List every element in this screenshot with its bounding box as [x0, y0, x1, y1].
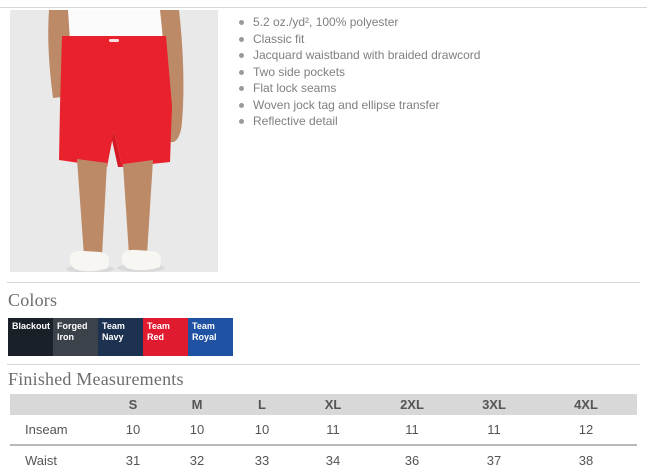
bullet-icon — [239, 20, 244, 25]
measurement-value: 11 — [326, 422, 340, 437]
measurement-value: 36 — [404, 453, 420, 468]
color-swatch-team-navy[interactable]: Team Navy — [98, 318, 143, 356]
bullet-icon — [239, 36, 244, 42]
measurements-body: Inseam 10 10 10 11 11 11 12 Waist 31 32 33 34 36 37 38 — [10, 415, 637, 475]
feature-text: Flat lock seams — [253, 81, 337, 95]
feature-item: 5.2 oz./yd², 100% polyester — [237, 14, 637, 31]
size-column-header — [10, 394, 101, 415]
bullet-icon — [239, 102, 244, 108]
feature-text: Jacquard waistband with braided drawcord — [253, 48, 481, 62]
color-swatch-team-royal[interactable]: Team Royal — [188, 318, 233, 356]
measurement-value: 11 — [405, 422, 419, 437]
measurement-value: 10 — [254, 422, 270, 437]
measurement-value: 12 — [578, 422, 594, 437]
shorts-shape — [59, 36, 172, 167]
measurements-heading: Finished Measurements — [8, 369, 184, 389]
bullet-icon — [239, 86, 244, 91]
measurement-value: 34 — [325, 453, 341, 468]
shorts-inseam-shade — [112, 131, 122, 167]
feature-item: Flat lock seams — [237, 80, 637, 97]
product-image — [10, 10, 218, 272]
size-column-header: XL — [295, 394, 371, 415]
size-column-header: 4XL — [535, 394, 637, 415]
color-swatch-team-red[interactable]: Team Red — [143, 318, 188, 356]
color-swatch-label: Blackout — [12, 321, 51, 331]
measurements-header-row: S M L XL 2XL 3XL 4XL — [10, 394, 637, 415]
bullet-icon — [239, 119, 244, 124]
measurement-value: 33 — [254, 453, 270, 468]
measurements-table: S M L XL 2XL 3XL 4XL Inseam 10 10 10 11 11 11 12 Waist… — [10, 394, 637, 475]
product-photo-shorts — [10, 10, 218, 272]
measurement-value: 38 — [578, 453, 594, 468]
left-shoe-shape — [69, 250, 110, 272]
size-column-header: S — [101, 394, 165, 415]
measurement-value: 11 — [487, 422, 501, 437]
bullet-icon — [239, 53, 244, 58]
feature-text: 5.2 oz./yd², 100% polyester — [253, 15, 399, 29]
color-swatch-forged-iron[interactable]: Forged Iron — [53, 318, 98, 356]
color-swatch-label: Forged Iron — [57, 321, 88, 343]
color-swatch-label: Team Royal — [192, 321, 217, 343]
color-swatch-list: Blackout Forged Iron Team Navy Team Red Team… — [8, 318, 233, 356]
color-swatch-blackout[interactable]: Blackout — [8, 318, 53, 356]
feature-item: Two side pockets — [237, 64, 637, 81]
feature-text: Reflective detail — [253, 114, 338, 128]
feature-item: Reflective detail — [237, 113, 637, 130]
colors-divider — [7, 282, 640, 283]
measurements-divider — [7, 364, 640, 365]
left-leg-shape — [77, 159, 107, 256]
feature-item: Jacquard waistband with braided drawcord — [237, 47, 637, 64]
color-swatch-label: Team Red — [147, 321, 170, 343]
measurement-value: 31 — [125, 453, 141, 468]
right-shoe-shape — [121, 249, 162, 271]
measurement-row-waist: Waist 31 32 33 34 36 37 38 — [10, 445, 637, 475]
measurement-row-label: Inseam — [25, 422, 68, 437]
drawcord-shape — [109, 39, 119, 42]
feature-item: Classic fit — [237, 31, 637, 48]
measurement-row-inseam: Inseam 10 10 10 11 11 11 12 — [10, 415, 637, 445]
measurement-value: 37 — [486, 453, 502, 468]
size-column-header: 3XL — [453, 394, 535, 415]
feature-text: Classic fit — [253, 31, 305, 46]
colors-heading: Colors — [8, 290, 58, 310]
measurement-value: 10 — [189, 422, 205, 437]
feature-text: Two side pockets — [253, 64, 346, 79]
measurement-value: 32 — [189, 453, 205, 468]
right-leg-shape — [123, 160, 153, 255]
bullet-icon — [239, 69, 244, 75]
feature-list: 5.2 oz./yd², 100% polyester Classic fit Ja… — [237, 14, 637, 130]
top-divider — [0, 7, 647, 8]
size-column-header: M — [165, 394, 229, 415]
feature-text: Woven jock tag and ellipse transfer — [253, 97, 440, 112]
size-column-header: 2XL — [371, 394, 453, 415]
feature-item: Woven jock tag and ellipse transfer — [237, 97, 637, 114]
measurement-value: 10 — [125, 422, 141, 437]
size-column-header: L — [229, 394, 295, 415]
measurement-row-label: Waist — [25, 453, 58, 468]
color-swatch-label: Team Navy — [102, 321, 125, 343]
